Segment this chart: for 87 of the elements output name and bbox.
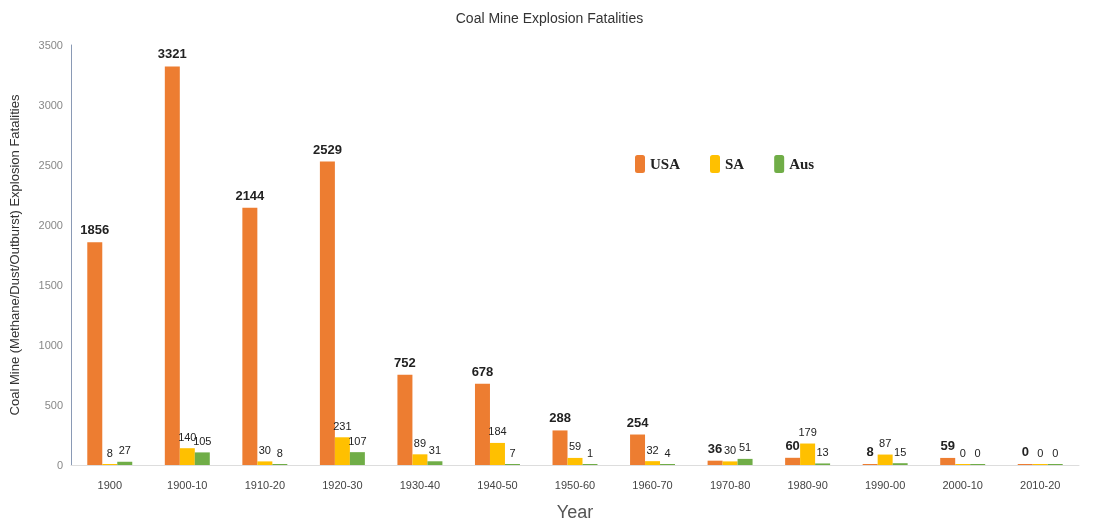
x-tick-label: 1940-50 [477,478,518,491]
data-label: 2529 [312,141,342,157]
bar [194,452,210,465]
bar [397,374,413,465]
bar [117,461,133,465]
x-tick-label: 2000-10 [942,478,983,491]
bar [242,207,258,465]
data-label: 0 [974,446,981,459]
bar [552,430,568,465]
x-tick-label: 1910-20 [244,478,286,491]
y-tick-label: 500 [44,399,63,411]
x-tick-label: 1970-80 [709,478,751,491]
data-label: 27 [118,444,131,457]
bar [319,161,335,465]
y-tick-label: 2500 [38,159,63,171]
x-tick-label: 1900 [97,478,123,491]
bar [722,461,738,465]
y-tick-label: 0 [56,459,63,471]
bar [164,66,180,465]
data-label: 752 [394,354,416,370]
data-label: 30 [723,443,737,456]
x-tick-label: 1980-90 [787,478,828,491]
bar [785,457,801,465]
bar [940,457,956,465]
data-label: 31 [428,443,442,456]
bar [179,448,195,465]
y-tick-label: 1000 [38,339,63,351]
bar [412,454,428,465]
chart-title: Coal Mine Explosion Fatalities [455,10,644,26]
bar [707,460,723,465]
y-tick-label: 3000 [38,99,63,111]
data-label: 0 [959,446,966,459]
legend-label: SA [725,156,745,172]
legend-label: USA [650,156,681,172]
data-label: 30 [258,443,271,456]
bar [737,458,753,465]
x-tick-label: 2010-20 [1020,478,1061,491]
data-label: 2144 [235,187,266,203]
bar [474,383,490,465]
data-label: 89 [413,436,427,449]
data-label: 36 [707,440,723,456]
bar [489,442,505,465]
x-tick-label: 1950-60 [554,478,596,491]
data-label: 59 [940,437,955,453]
y-tick-label: 3500 [38,39,63,51]
bar [257,461,273,465]
y-axis-title: Coal Mine (Methane/Dust/Outburst) Explosion Fatalities [7,94,22,416]
bar [630,434,646,465]
data-label: 678 [471,363,494,379]
y-tick-label: 2000 [38,219,63,231]
bar [427,461,443,465]
data-label: 3321 [157,46,187,62]
data-label: 288 [549,410,571,426]
bar [645,461,661,465]
bar [800,443,816,465]
data-label: 8 [866,444,874,459]
data-label: 7 [509,446,516,459]
x-tick-label: 1960-70 [632,478,673,491]
data-label: 87 [879,437,892,450]
x-axis-title: Year [556,502,594,522]
x-tick-label: 1930-40 [399,478,441,491]
data-label: 4 [664,446,671,459]
data-label: 60 [785,437,800,453]
data-label: 0 [1021,444,1029,459]
data-label: 0 [1052,446,1059,459]
data-label: 32 [646,443,659,456]
data-label: 254 [626,414,650,430]
bar [87,242,103,465]
x-tick-label: 1900-10 [167,478,208,491]
x-tick-label: 1990-00 [864,478,906,491]
bar [349,452,365,465]
data-label: 15 [894,445,907,458]
bar [334,437,350,465]
data-label: 8 [276,446,283,459]
data-label: 8 [106,446,113,459]
data-label: 59 [568,440,582,453]
data-label: 51 [738,441,752,454]
bar [567,457,583,465]
data-label: 1 [586,446,594,459]
data-label: 0 [1037,446,1044,459]
data-label: 1856 [80,222,110,238]
y-tick-label: 1500 [38,279,63,291]
legend-label: Aus [789,156,815,172]
x-tick-label: 1920-30 [322,478,363,491]
data-label: 179 [798,426,817,439]
data-label: 13 [816,445,829,458]
bar [877,454,893,465]
